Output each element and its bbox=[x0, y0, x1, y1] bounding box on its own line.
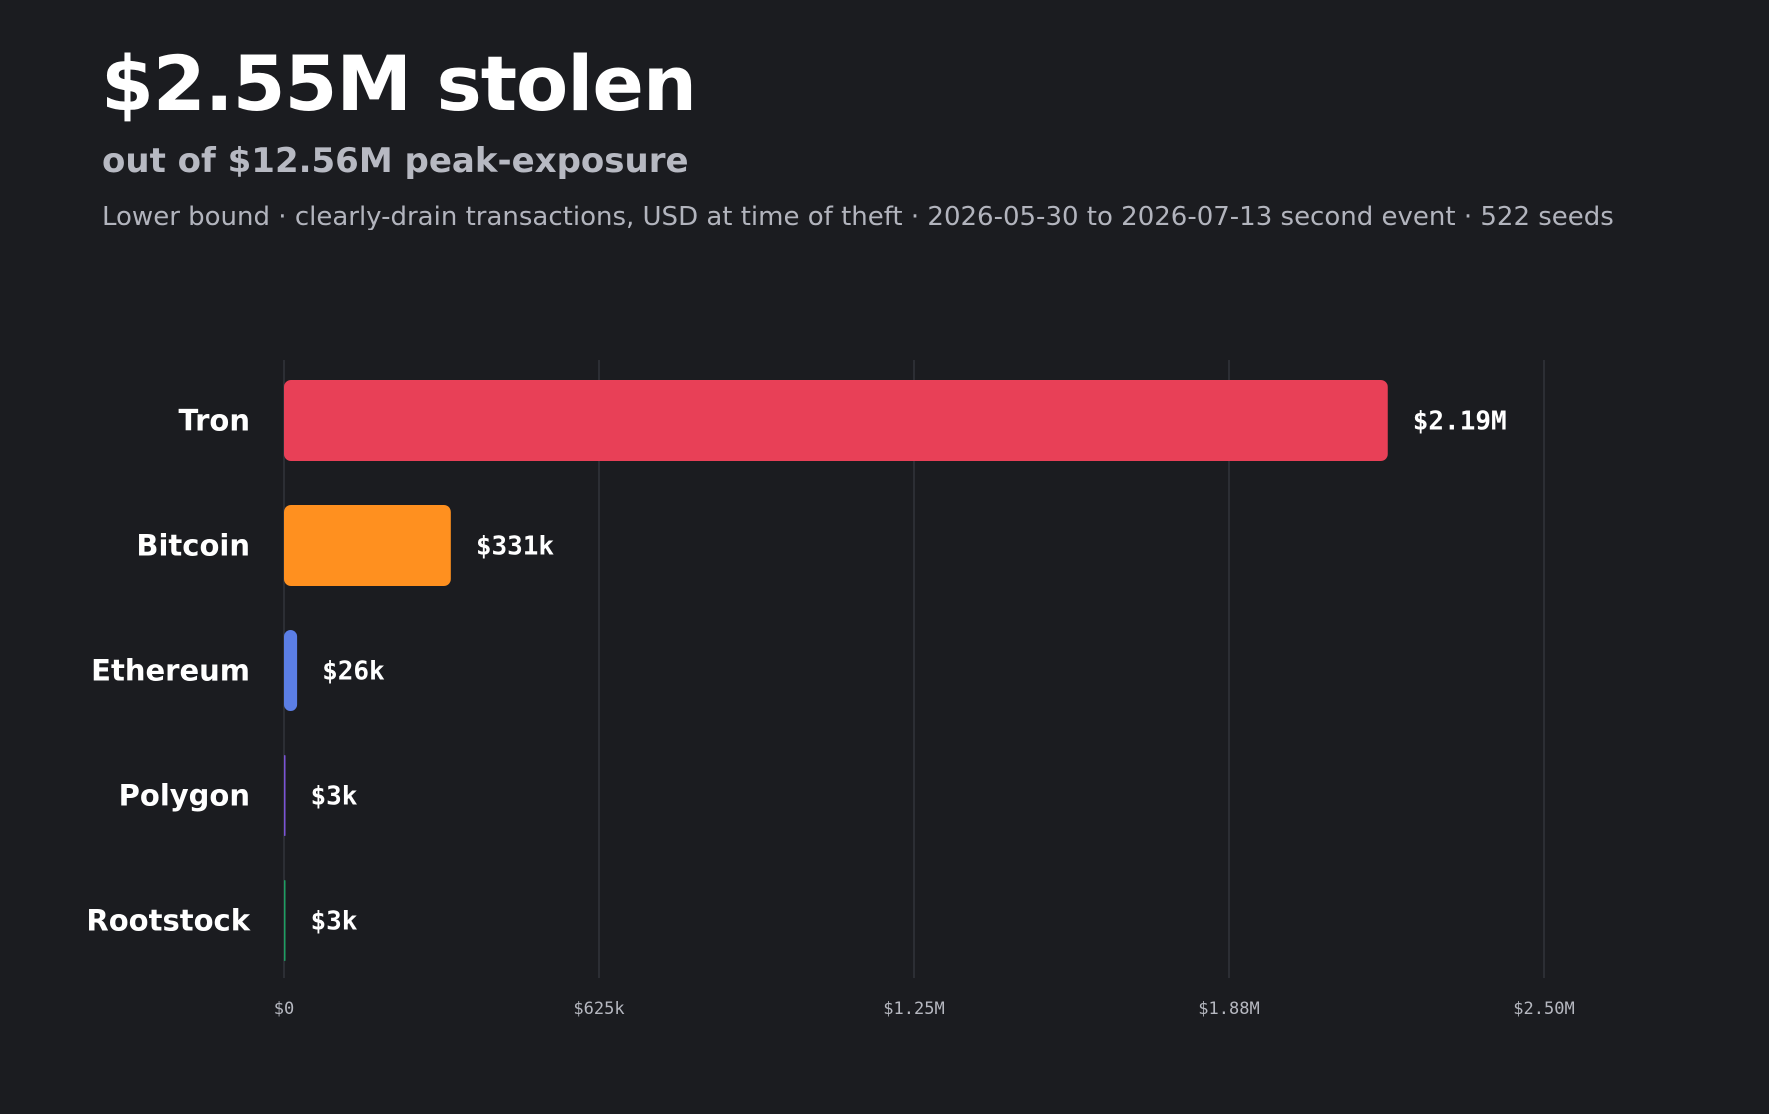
x-tick-label: $1.88M bbox=[1198, 999, 1259, 1019]
bars bbox=[284, 380, 1388, 961]
value-label: $331k bbox=[476, 532, 555, 562]
x-tick-label: $625k bbox=[573, 999, 624, 1019]
category-label: Polygon bbox=[119, 779, 250, 813]
page-title: $2.55M stolen bbox=[101, 39, 697, 128]
value-label: $2.19M bbox=[1413, 407, 1507, 437]
bar bbox=[284, 380, 1388, 461]
page-subtitle: out of $12.56M peak-exposure bbox=[102, 141, 689, 181]
x-axis-ticks: $0 $625k $1.25M $1.88M $2.50M bbox=[274, 999, 1575, 1019]
labels: Tron $2.19M Bitcoin $331k Ethereum $26k Polygo… bbox=[86, 404, 1506, 938]
value-label: $3k bbox=[311, 782, 358, 812]
category-label: Bitcoin bbox=[136, 529, 250, 563]
x-tick-label: $0 bbox=[274, 999, 294, 1019]
bar bbox=[284, 630, 298, 711]
category-label: Rootstock bbox=[86, 904, 250, 938]
grid-lines bbox=[283, 360, 1545, 978]
x-tick-label: $1.25M bbox=[883, 999, 944, 1019]
category-label: Ethereum bbox=[91, 654, 250, 688]
value-label: $3k bbox=[311, 907, 358, 937]
bar bbox=[284, 880, 286, 961]
methodology-note: Lower bound · clearly-drain transactions… bbox=[102, 204, 1614, 230]
bar bbox=[284, 755, 286, 836]
x-tick-label: $2.50M bbox=[1513, 999, 1574, 1019]
bar bbox=[284, 505, 451, 586]
category-label: Tron bbox=[179, 404, 250, 438]
value-label: $26k bbox=[322, 657, 385, 687]
